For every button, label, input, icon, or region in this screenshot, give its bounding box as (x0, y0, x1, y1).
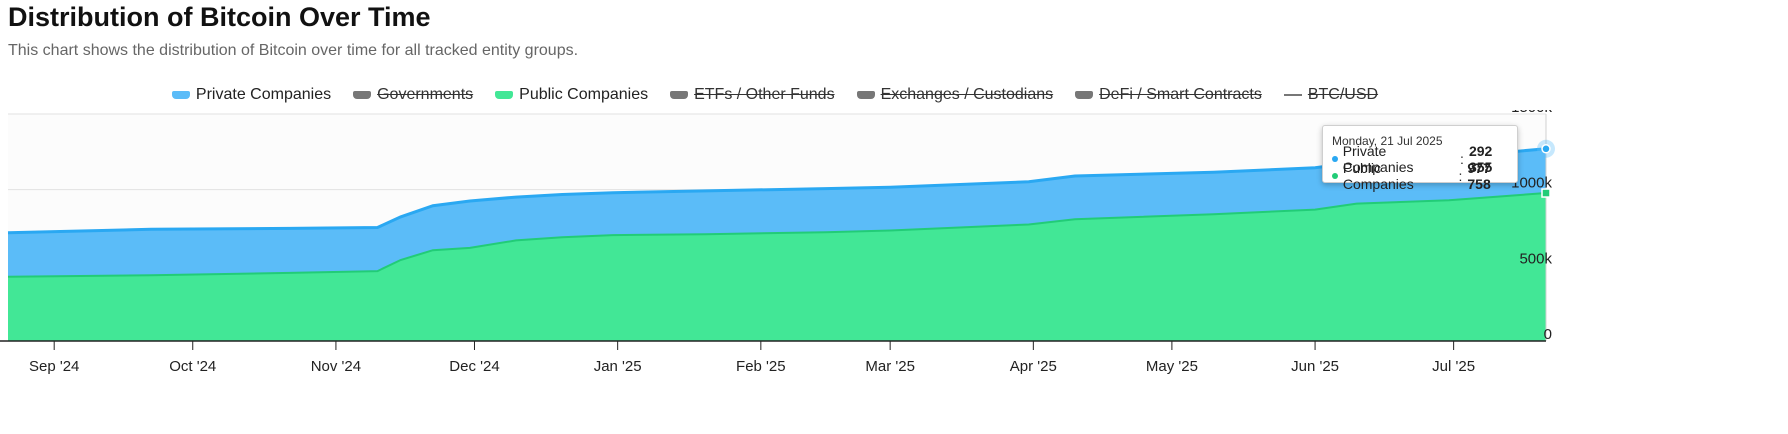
legend-swatch-btc-usd (1283, 94, 1302, 96)
legend-swatch-defi (1075, 91, 1094, 99)
legend-swatch-etfs (670, 91, 689, 99)
y-tick-label: 1000k (1511, 175, 1552, 192)
legend-swatch-private-companies (171, 91, 190, 99)
x-tick-label: Sep '24 (29, 358, 79, 375)
tooltip-dot-private (1332, 155, 1338, 162)
x-tick-label: Mar '25 (865, 358, 915, 375)
legend-label: Exchanges / Custodians (880, 86, 1054, 103)
x-tick-label: Jul '25 (1432, 358, 1475, 375)
hover-marker-private (1541, 144, 1551, 154)
tooltip-row-private: Private Companies: 292 355 (1332, 143, 1517, 175)
tooltip-row-public: Public Companies: 977 758 (1332, 160, 1517, 192)
legend-item-public-companies[interactable]: Public Companies (495, 86, 648, 104)
chart-subtitle: This chart shows the distribution of Bit… (8, 42, 579, 59)
chart-tooltip: Monday, 21 Jul 2025 Private Companies: 2… (1322, 125, 1518, 192)
line-public-companies (7, 192, 1547, 278)
legend-swatch-exchanges (856, 91, 875, 99)
hover-marker-public (1541, 188, 1551, 198)
area-public-companies (8, 193, 1546, 341)
chart-title: Distribution of Bitcoin Over Time (8, 2, 431, 32)
chart-legend: Private Companies Governments Public Com… (0, 86, 1550, 104)
legend-label: Private Companies (195, 86, 332, 103)
tooltip-date: Monday, 21 Jul 2025 (1332, 134, 1443, 148)
y-tick-label: 500k (1519, 250, 1552, 267)
legend-item-btc-usd[interactable]: BTC/USD (1283, 86, 1379, 104)
x-tick-label: May '25 (1146, 358, 1198, 375)
tooltip-dot-public (1332, 172, 1338, 179)
x-tick-label: Dec '24 (449, 358, 499, 375)
x-tick-label: Feb '25 (736, 358, 786, 375)
legend-label: Governments (377, 86, 474, 103)
x-tick-label: Oct '24 (169, 358, 216, 375)
tooltip-series-name: Private Companies (1342, 142, 1414, 175)
legend-label: ETFs / Other Funds (694, 86, 835, 103)
legend-item-exchanges[interactable]: Exchanges / Custodians (856, 86, 1054, 104)
tooltip-series-name: Public Companies (1342, 159, 1414, 192)
legend-item-governments[interactable]: Governments (353, 86, 473, 104)
line-private-companies (7, 147, 1547, 235)
legend-item-defi[interactable]: DeFi / Smart Contracts (1075, 86, 1262, 104)
legend-item-private-companies[interactable]: Private Companies (171, 86, 332, 104)
x-tick-label: Jun '25 (1291, 358, 1339, 375)
legend-label: DeFi / Smart Contracts (1099, 86, 1262, 103)
tooltip-value: 977 758 (1467, 159, 1491, 192)
y-tick-label: 0 (1544, 326, 1552, 343)
legend-swatch-governments (353, 91, 372, 99)
x-tick-label: Jan '25 (594, 358, 642, 375)
x-tick-label: Apr '25 (1010, 358, 1057, 375)
legend-label: Public Companies (519, 86, 649, 103)
x-tick-label: Nov '24 (311, 358, 361, 375)
y-tick-label: 1500k (1511, 110, 1552, 116)
legend-item-etfs[interactable]: ETFs / Other Funds (670, 86, 835, 104)
tooltip-value: 292 355 (1468, 142, 1493, 175)
area-private-companies (8, 148, 1546, 277)
legend-label: BTC/USD (1307, 86, 1379, 103)
legend-swatch-public-companies (495, 91, 514, 99)
chart-plot-area: Sep '24 Oct '24 Nov '24 Dec '24 Jan '25 Feb '… (0, 110, 1555, 375)
